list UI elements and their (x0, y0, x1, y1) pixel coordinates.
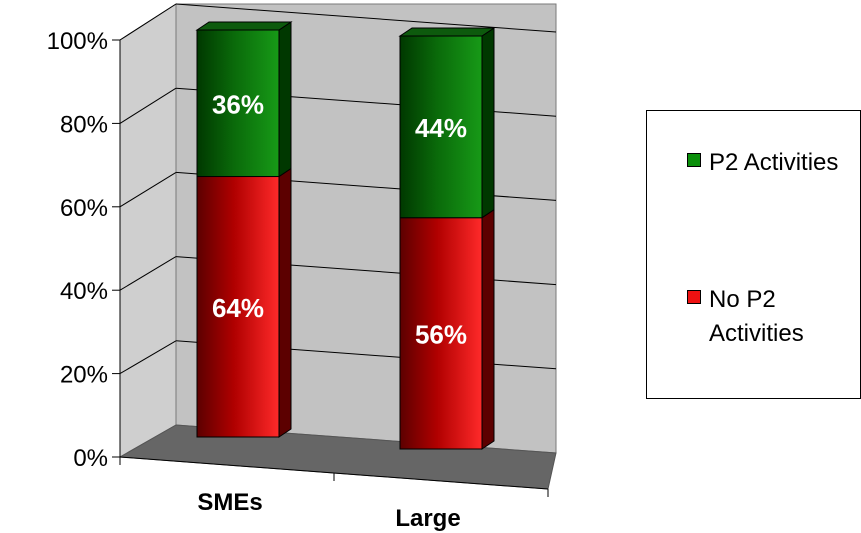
bar-side-large-p2 (481, 27, 495, 219)
back-gridline (175, 3, 557, 33)
y-tick-label: 60% (60, 195, 108, 222)
bar-smes-p2 (196, 29, 280, 178)
data-label-large-p2: 44% (415, 113, 467, 143)
data-label-large-no-p2: 56% (415, 319, 467, 349)
side-gridline (119, 171, 177, 208)
bar-top-smes (195, 21, 293, 31)
legend-swatch-p2 (687, 153, 701, 167)
x-tick-label-large: Large (395, 505, 460, 532)
side-wall (119, 3, 177, 458)
legend-swatch-no-p2 (687, 290, 701, 304)
bar-side-smes-no-p2 (278, 167, 292, 438)
side-gridline (119, 87, 177, 124)
bar-large-p2 (399, 35, 483, 219)
bar-side-large-no-p2 (481, 208, 495, 450)
data-label-smes-p2: 36% (212, 89, 264, 119)
bar-large-no-p2 (399, 217, 483, 450)
x-tick-label-smes: SMEs (197, 489, 262, 516)
y-tick-label: 20% (60, 362, 108, 389)
y-tick-label: 0% (73, 445, 108, 472)
y-tick-label: 80% (60, 111, 108, 138)
legend-label-no-p2: No P2 Activities (709, 286, 804, 347)
legend-label-p2: P2 Activities (709, 149, 839, 176)
y-tick-label: 40% (60, 278, 108, 305)
bar-side-smes-p2 (278, 21, 292, 178)
side-gridline (119, 340, 177, 375)
bar-top-large (398, 27, 496, 37)
side-gridline (119, 3, 177, 41)
side-gridline (119, 256, 177, 291)
data-label-smes-no-p2: 64% (212, 293, 264, 323)
legend: P2 Activities No P2 Activities (646, 110, 861, 399)
y-tick-label: 100% (47, 28, 108, 55)
